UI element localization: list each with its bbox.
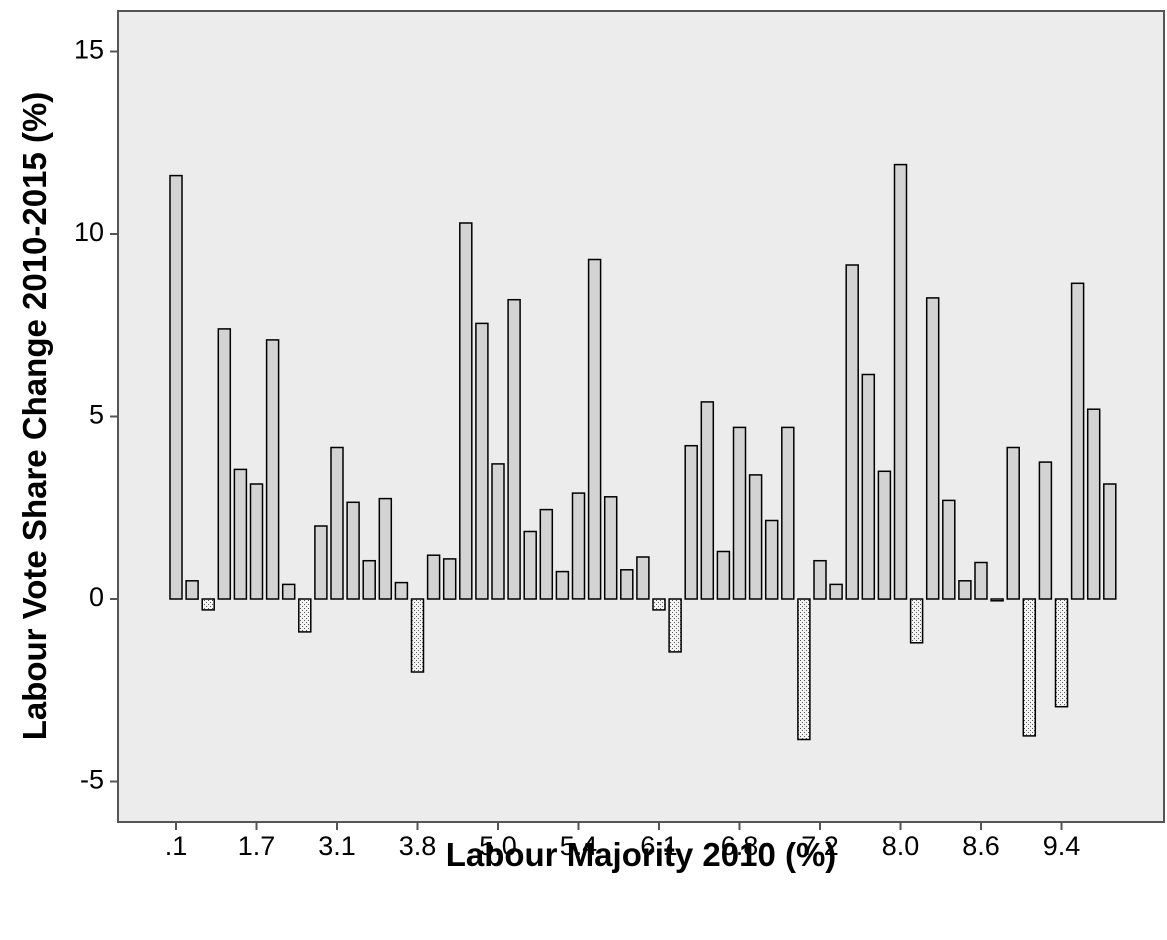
bar-positive bbox=[426, 554, 441, 600]
bar-negative bbox=[410, 598, 425, 673]
y-axis: -5 0 5 10 15 bbox=[74, 35, 118, 795]
bar-positive bbox=[185, 580, 199, 600]
bar-positive bbox=[620, 569, 634, 600]
x-tick-label: 5.4 bbox=[560, 831, 598, 861]
y-tick-label: 0 bbox=[89, 582, 104, 612]
bar-positive bbox=[636, 556, 650, 600]
bar-positive bbox=[459, 222, 473, 600]
bar-negative bbox=[1054, 598, 1069, 708]
x-tick-label: 3.8 bbox=[399, 831, 437, 861]
bar-positive bbox=[507, 298, 521, 600]
bar-positive bbox=[732, 426, 747, 600]
bar-positive bbox=[555, 570, 570, 600]
bar-positive bbox=[1038, 461, 1053, 600]
bar-positive bbox=[346, 501, 360, 600]
x-axis: .1 1.7 3.1 3.8 5.0 5.4 6.1 6.8 7.2 8.0 8.6 9.4 bbox=[165, 822, 1081, 861]
x-tick-label: .1 bbox=[165, 831, 188, 861]
x-tick-label: 6.8 bbox=[721, 831, 759, 861]
x-tick-label: 9.4 bbox=[1043, 831, 1081, 861]
bar-positive bbox=[249, 483, 264, 600]
bar-positive bbox=[716, 550, 731, 600]
plot-area bbox=[117, 10, 1165, 823]
bar-positive bbox=[394, 581, 409, 600]
bar-positive bbox=[523, 530, 537, 600]
bar-positive bbox=[974, 561, 988, 600]
bar-positive bbox=[475, 322, 489, 600]
bar-negative bbox=[990, 598, 1004, 602]
x-tick-label: 8.0 bbox=[882, 831, 920, 861]
bar-positive bbox=[813, 559, 827, 600]
bar-positive bbox=[845, 264, 859, 600]
bar-negative bbox=[652, 598, 666, 611]
bar-positive bbox=[1086, 408, 1101, 600]
bar-positive bbox=[217, 328, 232, 600]
y-tick-label: 15 bbox=[74, 35, 104, 65]
bar-negative bbox=[201, 598, 215, 611]
bar-positive bbox=[265, 339, 280, 600]
bar-positive bbox=[877, 470, 892, 600]
x-tick-label: 6.1 bbox=[640, 831, 678, 861]
bar-positive bbox=[362, 559, 376, 600]
bar-negative bbox=[909, 598, 924, 644]
bar-positive bbox=[748, 474, 763, 600]
bar-positive bbox=[539, 508, 554, 600]
x-tick-label: 1.7 bbox=[238, 831, 276, 861]
y-tick-label: 5 bbox=[89, 400, 104, 430]
bar-positive bbox=[603, 496, 618, 600]
bar-positive bbox=[169, 174, 183, 600]
bar-negative bbox=[668, 598, 682, 653]
bar-positive bbox=[571, 492, 586, 600]
bar-positive bbox=[491, 463, 505, 600]
y-tick-label: 10 bbox=[74, 217, 104, 247]
bar-negative bbox=[1022, 598, 1037, 737]
bar-negative bbox=[797, 598, 811, 741]
bar-positive bbox=[893, 163, 908, 600]
x-tick-label: 3.1 bbox=[318, 831, 356, 861]
x-tick-label: 7.2 bbox=[801, 831, 839, 861]
bar-positive bbox=[925, 297, 940, 600]
bar-positive bbox=[684, 444, 698, 600]
bar-positive bbox=[233, 468, 248, 600]
bar-positive bbox=[442, 558, 457, 600]
bar-positive bbox=[1070, 282, 1085, 600]
bar-positive bbox=[958, 580, 972, 600]
bar-negative bbox=[298, 598, 312, 633]
y-axis-title: Labour Vote Share Change 2010-2015 (%) bbox=[16, 92, 53, 741]
bar-positive bbox=[314, 525, 328, 600]
bar-positive bbox=[764, 519, 779, 600]
bar-positive bbox=[861, 373, 876, 600]
y-tick-label: -5 bbox=[80, 765, 104, 795]
bar-positive bbox=[1006, 446, 1020, 600]
x-tick-label: 8.6 bbox=[962, 831, 1000, 861]
x-axis-title: Labour Majority 2010 (%) bbox=[446, 836, 837, 873]
bar-positive bbox=[829, 583, 843, 600]
bar-positive bbox=[781, 426, 795, 600]
x-tick-label: 5.0 bbox=[479, 831, 517, 861]
bar-positive bbox=[330, 446, 344, 600]
bar-positive bbox=[281, 583, 296, 600]
bar-positive bbox=[587, 258, 602, 600]
bar-positive bbox=[700, 401, 715, 600]
bars-group bbox=[169, 163, 1117, 741]
bar-positive bbox=[1103, 483, 1117, 600]
bar-positive bbox=[942, 499, 956, 600]
bar-positive bbox=[378, 497, 393, 600]
